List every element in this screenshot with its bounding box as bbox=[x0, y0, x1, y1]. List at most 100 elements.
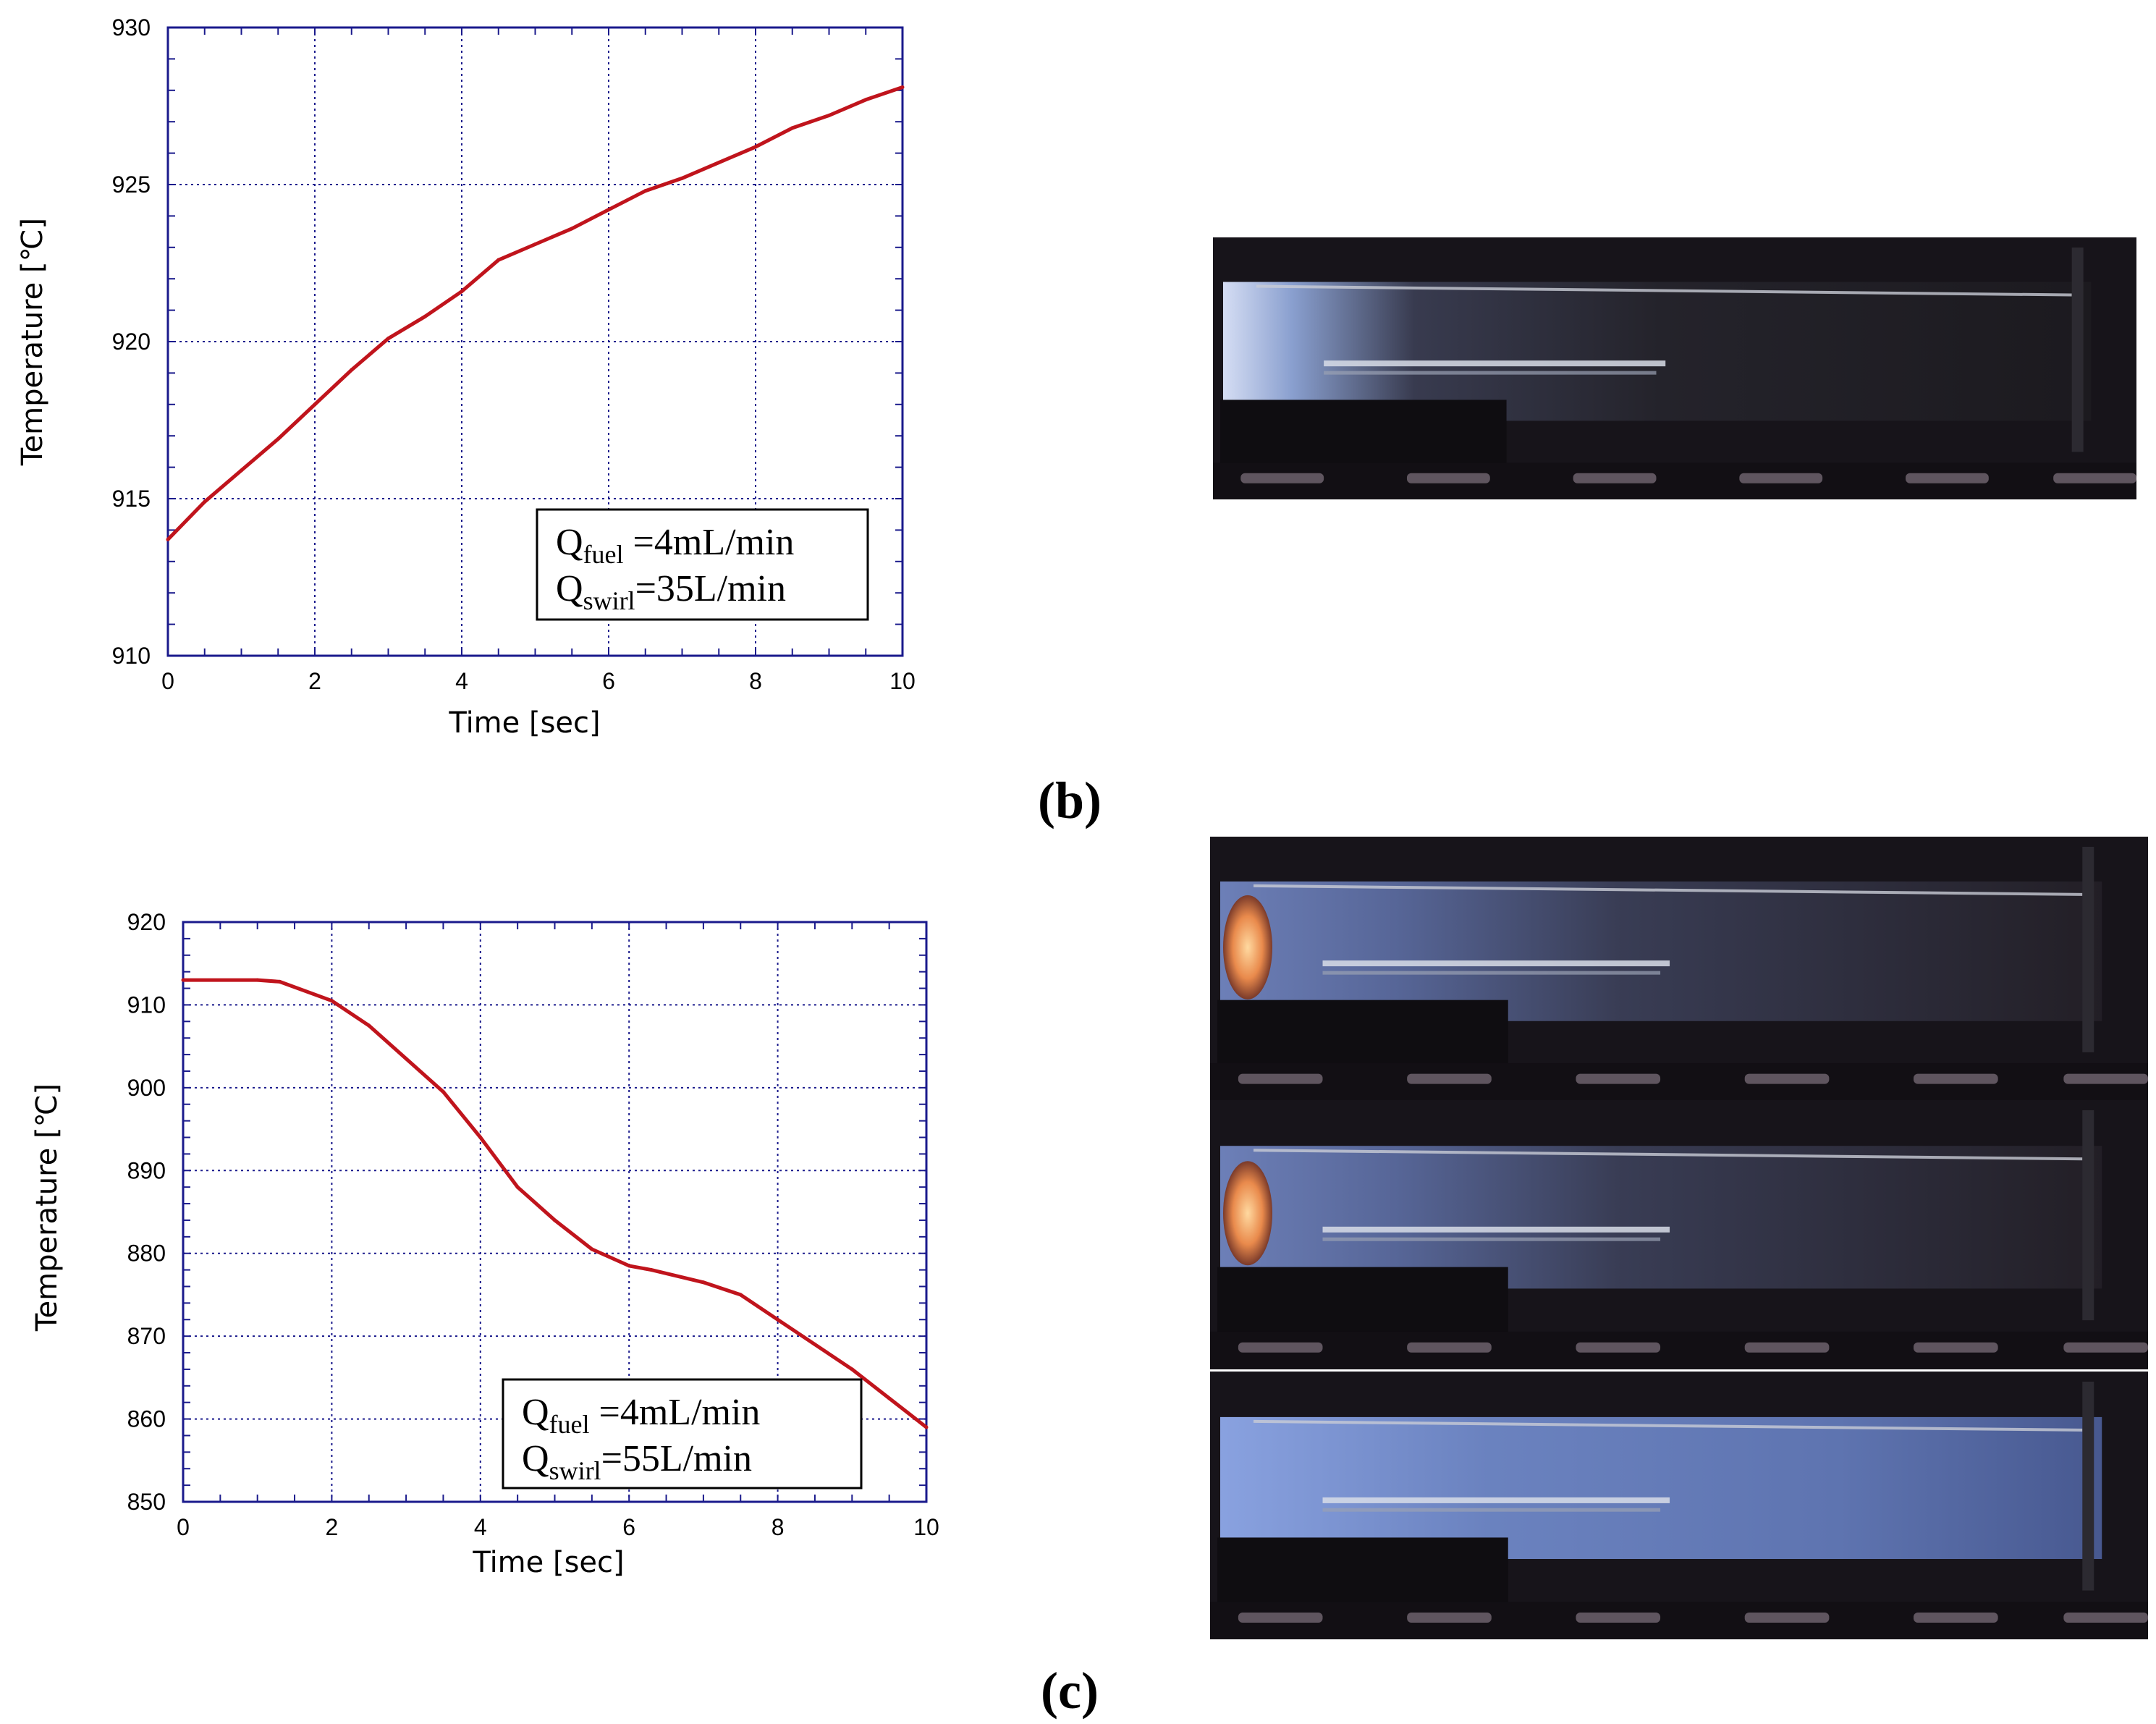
data-point bbox=[496, 258, 501, 262]
window-slot bbox=[1407, 1073, 1492, 1084]
data-point bbox=[887, 1396, 892, 1400]
data-point bbox=[515, 1185, 520, 1189]
data-point bbox=[350, 368, 354, 372]
data-point bbox=[255, 978, 260, 982]
end-flange bbox=[2082, 1382, 2094, 1591]
data-point bbox=[386, 337, 390, 341]
data-point bbox=[441, 1090, 445, 1094]
plot-frame bbox=[166, 26, 904, 657]
temperature-series-line bbox=[183, 978, 928, 1429]
window-slot bbox=[2063, 1073, 2148, 1084]
data-point bbox=[606, 208, 611, 212]
data-point bbox=[649, 1268, 654, 1272]
window-slot bbox=[1238, 1073, 1323, 1084]
data-point bbox=[924, 1425, 929, 1429]
data-point bbox=[790, 126, 795, 130]
data-point bbox=[753, 145, 758, 149]
window-slot bbox=[1573, 473, 1657, 483]
data-point bbox=[460, 290, 464, 294]
quartz-tube bbox=[1220, 1146, 2102, 1289]
window-slot bbox=[2063, 1613, 2148, 1623]
window-slot bbox=[1407, 1613, 1492, 1623]
base-strip bbox=[1210, 1063, 2148, 1100]
end-flange bbox=[2082, 1110, 2094, 1321]
legend-box bbox=[536, 508, 869, 621]
window-slot bbox=[2053, 473, 2136, 483]
thermocouple-probe bbox=[1324, 371, 1657, 375]
window-slot bbox=[1744, 1613, 1830, 1623]
data-point bbox=[627, 1264, 631, 1268]
data-point bbox=[716, 161, 721, 165]
data-point bbox=[404, 1057, 408, 1061]
quartz-tube bbox=[1220, 881, 2102, 1021]
x-tick-label: 4 bbox=[455, 668, 468, 694]
y-tick-label: 860 bbox=[127, 1406, 166, 1432]
y-axis-label: Temperature [℃] bbox=[30, 1083, 64, 1332]
y-tick-label: 890 bbox=[127, 1157, 166, 1183]
data-point bbox=[553, 1218, 557, 1222]
y-tick-label: 930 bbox=[112, 14, 151, 41]
data-point bbox=[423, 314, 427, 318]
tube-reflection bbox=[1253, 884, 2083, 896]
burner-glow bbox=[1223, 1161, 1272, 1266]
thermocouple-probe bbox=[1322, 1226, 1670, 1233]
data-point bbox=[813, 1343, 817, 1347]
combustor-photo-c bbox=[1210, 1100, 2148, 1369]
data-point bbox=[278, 979, 282, 984]
window-slot bbox=[1906, 473, 1989, 483]
thermocouple-probe bbox=[1322, 1497, 1670, 1503]
panel-label: (c) bbox=[1041, 1662, 1099, 1720]
data-point bbox=[776, 1317, 780, 1322]
y-tick-label: 915 bbox=[112, 486, 151, 512]
y-tick-label: 910 bbox=[127, 992, 166, 1018]
x-tick-label: 2 bbox=[326, 1514, 339, 1540]
combustor-photo-c bbox=[1210, 1372, 2148, 1639]
window-slot bbox=[1914, 1613, 1998, 1623]
x-tick-label: 10 bbox=[889, 668, 916, 694]
end-flange bbox=[2071, 248, 2084, 452]
y-tick-label: 920 bbox=[112, 329, 151, 355]
x-tick-label: 8 bbox=[771, 1514, 785, 1540]
window-slot bbox=[1238, 1613, 1323, 1623]
window-slot bbox=[1739, 473, 1823, 483]
window-slot bbox=[1914, 1073, 1998, 1084]
chart-panel-b: 0 2 4 6 8 10 910 915 920 925 930 Time [sec] Temperat… bbox=[16, 14, 916, 740]
window-slot bbox=[1238, 1342, 1323, 1353]
window-slot bbox=[1406, 473, 1490, 483]
y-tick-label: 910 bbox=[112, 643, 151, 669]
window-slot bbox=[2063, 1342, 2148, 1353]
legend-line-1: Qfuel =4mL/min bbox=[556, 522, 794, 569]
data-point bbox=[570, 227, 574, 231]
y-tick-label: 870 bbox=[127, 1323, 166, 1349]
thermocouple-probe bbox=[1324, 360, 1666, 367]
window-slot bbox=[1576, 1342, 1661, 1353]
y-axis-label: Temperature [℃] bbox=[16, 218, 49, 466]
tube-reflection bbox=[1256, 284, 2072, 297]
data-point bbox=[643, 189, 648, 193]
data-point bbox=[590, 1247, 594, 1251]
data-point bbox=[680, 176, 684, 180]
data-point bbox=[701, 1280, 706, 1285]
data-point bbox=[900, 85, 905, 89]
plot-frame bbox=[182, 921, 928, 1503]
y-tick-label: 850 bbox=[127, 1489, 166, 1515]
data-point bbox=[329, 999, 334, 1003]
y-tick-label: 900 bbox=[127, 1075, 166, 1101]
data-point bbox=[827, 114, 831, 118]
x-tick-label: 6 bbox=[622, 1514, 635, 1540]
chart-panel-c: 0 2 4 6 8 10 850 860 870 880 890 900 910 920 Time [sec… bbox=[30, 909, 939, 1579]
x-tick-label: 8 bbox=[749, 668, 762, 694]
y-tick-label: 920 bbox=[127, 909, 166, 935]
thermocouple-probe bbox=[1322, 971, 1661, 975]
data-point bbox=[166, 537, 170, 541]
x-tick-label: 6 bbox=[602, 668, 615, 694]
base-strip bbox=[1210, 1602, 2148, 1639]
thermocouple-probe bbox=[1322, 1237, 1661, 1241]
x-axis-label: Time [sec] bbox=[448, 706, 600, 740]
tube-reflection bbox=[1253, 1149, 2083, 1161]
data-point bbox=[738, 1293, 743, 1297]
window-slot bbox=[1914, 1342, 1998, 1353]
data-point bbox=[181, 978, 185, 982]
